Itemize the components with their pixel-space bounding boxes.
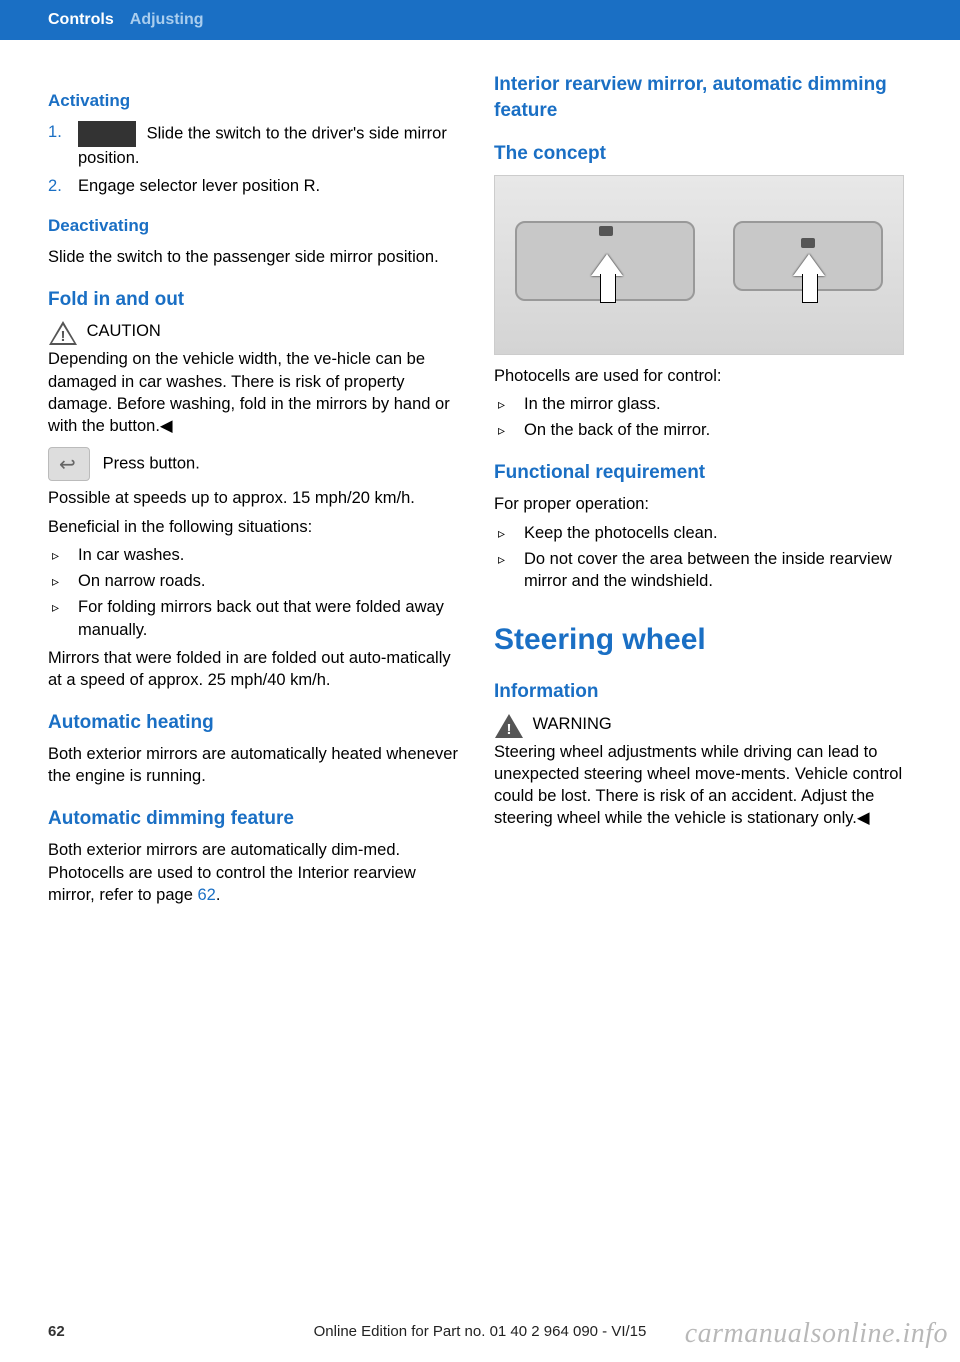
fold-speed: Possible at speeds up to approx. 15 mph/… bbox=[48, 487, 458, 509]
heading-functional-req: Functional requirement bbox=[494, 460, 904, 486]
watermark-text: carmanualsonline.info bbox=[685, 1318, 948, 1350]
page-body: Activating Slide the switch to the drive… bbox=[0, 40, 960, 912]
arrow-up-icon bbox=[793, 254, 825, 304]
edition-text: Online Edition for Part no. 01 40 2 964 … bbox=[314, 1323, 647, 1340]
func-lead: For proper operation: bbox=[494, 493, 904, 515]
mirror-switch-icon bbox=[78, 121, 136, 147]
left-column: Activating Slide the switch to the drive… bbox=[48, 72, 458, 912]
list-item: In the mirror glass. bbox=[494, 393, 904, 415]
fold-auto: Mirrors that were folded in are folded o… bbox=[48, 647, 458, 692]
svg-text:!: ! bbox=[507, 721, 512, 738]
header-tab-controls: Controls bbox=[48, 11, 114, 29]
photocell-dot-icon bbox=[599, 226, 613, 236]
auto-dim-pre: Both exterior mirrors are automatically … bbox=[48, 841, 416, 904]
warning-block: ! WARNING Steering wheel adjustments whi… bbox=[494, 713, 904, 830]
heading-auto-dimming: Automatic dimming feature bbox=[48, 806, 458, 832]
warning-label: WARNING bbox=[533, 715, 612, 733]
warning-body: Steering wheel adjustments while driving… bbox=[494, 741, 904, 830]
heading-steering-wheel: Steering wheel bbox=[494, 620, 904, 661]
svg-text:!: ! bbox=[61, 328, 66, 345]
heading-deactivating: Deactivating bbox=[48, 215, 458, 238]
warning-icon: ! bbox=[494, 713, 524, 739]
caution-icon: ! bbox=[48, 320, 78, 346]
photocell-dot-icon bbox=[801, 238, 815, 248]
list-item: Engage selector lever position R. bbox=[48, 175, 458, 197]
fold-button-icon bbox=[48, 447, 90, 481]
list-item: On the back of the mirror. bbox=[494, 419, 904, 441]
caution-block: ! CAUTION Depending on the vehicle width… bbox=[48, 320, 458, 437]
auto-heating-body: Both exterior mirrors are automatically … bbox=[48, 743, 458, 788]
press-button-row: Press button. bbox=[48, 447, 458, 481]
heading-interior-mirror: Interior rearview mirror, automatic dimm… bbox=[494, 72, 904, 123]
header-tab-adjusting: Adjusting bbox=[130, 11, 204, 29]
page-ref-link[interactable]: 62 bbox=[197, 886, 215, 904]
caution-body: Depending on the vehicle width, the ve‐h… bbox=[48, 348, 458, 437]
activating-steps: Slide the switch to the driver's side mi… bbox=[48, 121, 458, 198]
heading-fold: Fold in and out bbox=[48, 287, 458, 313]
func-list: Keep the photocells clean. Do not cover … bbox=[494, 522, 904, 593]
photocells-lead: Photocells are used for control: bbox=[494, 365, 904, 387]
list-item: On narrow roads. bbox=[48, 570, 458, 592]
fold-beneficial: Beneficial in the following situations: bbox=[48, 516, 458, 538]
list-item: In car washes. bbox=[48, 544, 458, 566]
mirror-figure bbox=[494, 175, 904, 355]
list-item: For folding mirrors back out that were f… bbox=[48, 596, 458, 641]
auto-dimming-body: Both exterior mirrors are automatically … bbox=[48, 839, 458, 906]
right-column: Interior rearview mirror, automatic dimm… bbox=[494, 72, 904, 912]
page-number: 62 bbox=[48, 1323, 65, 1340]
press-button-text: Press button. bbox=[103, 455, 200, 473]
fold-benefits-list: In car washes. On narrow roads. For fold… bbox=[48, 544, 458, 641]
list-item: Slide the switch to the driver's side mi… bbox=[48, 121, 458, 169]
heading-information: Information bbox=[494, 679, 904, 705]
auto-dim-post: . bbox=[216, 886, 221, 904]
header-bar: Controls Adjusting bbox=[0, 0, 960, 40]
deactivating-body: Slide the switch to the passenger side m… bbox=[48, 246, 458, 268]
list-item: Do not cover the area between the inside… bbox=[494, 548, 904, 593]
heading-concept: The concept bbox=[494, 141, 904, 167]
photocells-list: In the mirror glass. On the back of the … bbox=[494, 393, 904, 442]
heading-auto-heating: Automatic heating bbox=[48, 710, 458, 736]
caution-label: CAUTION bbox=[87, 322, 161, 340]
arrow-up-icon bbox=[591, 254, 623, 304]
step-text: Engage selector lever position R. bbox=[78, 177, 320, 195]
list-item: Keep the photocells clean. bbox=[494, 522, 904, 544]
heading-activating: Activating bbox=[48, 90, 458, 113]
